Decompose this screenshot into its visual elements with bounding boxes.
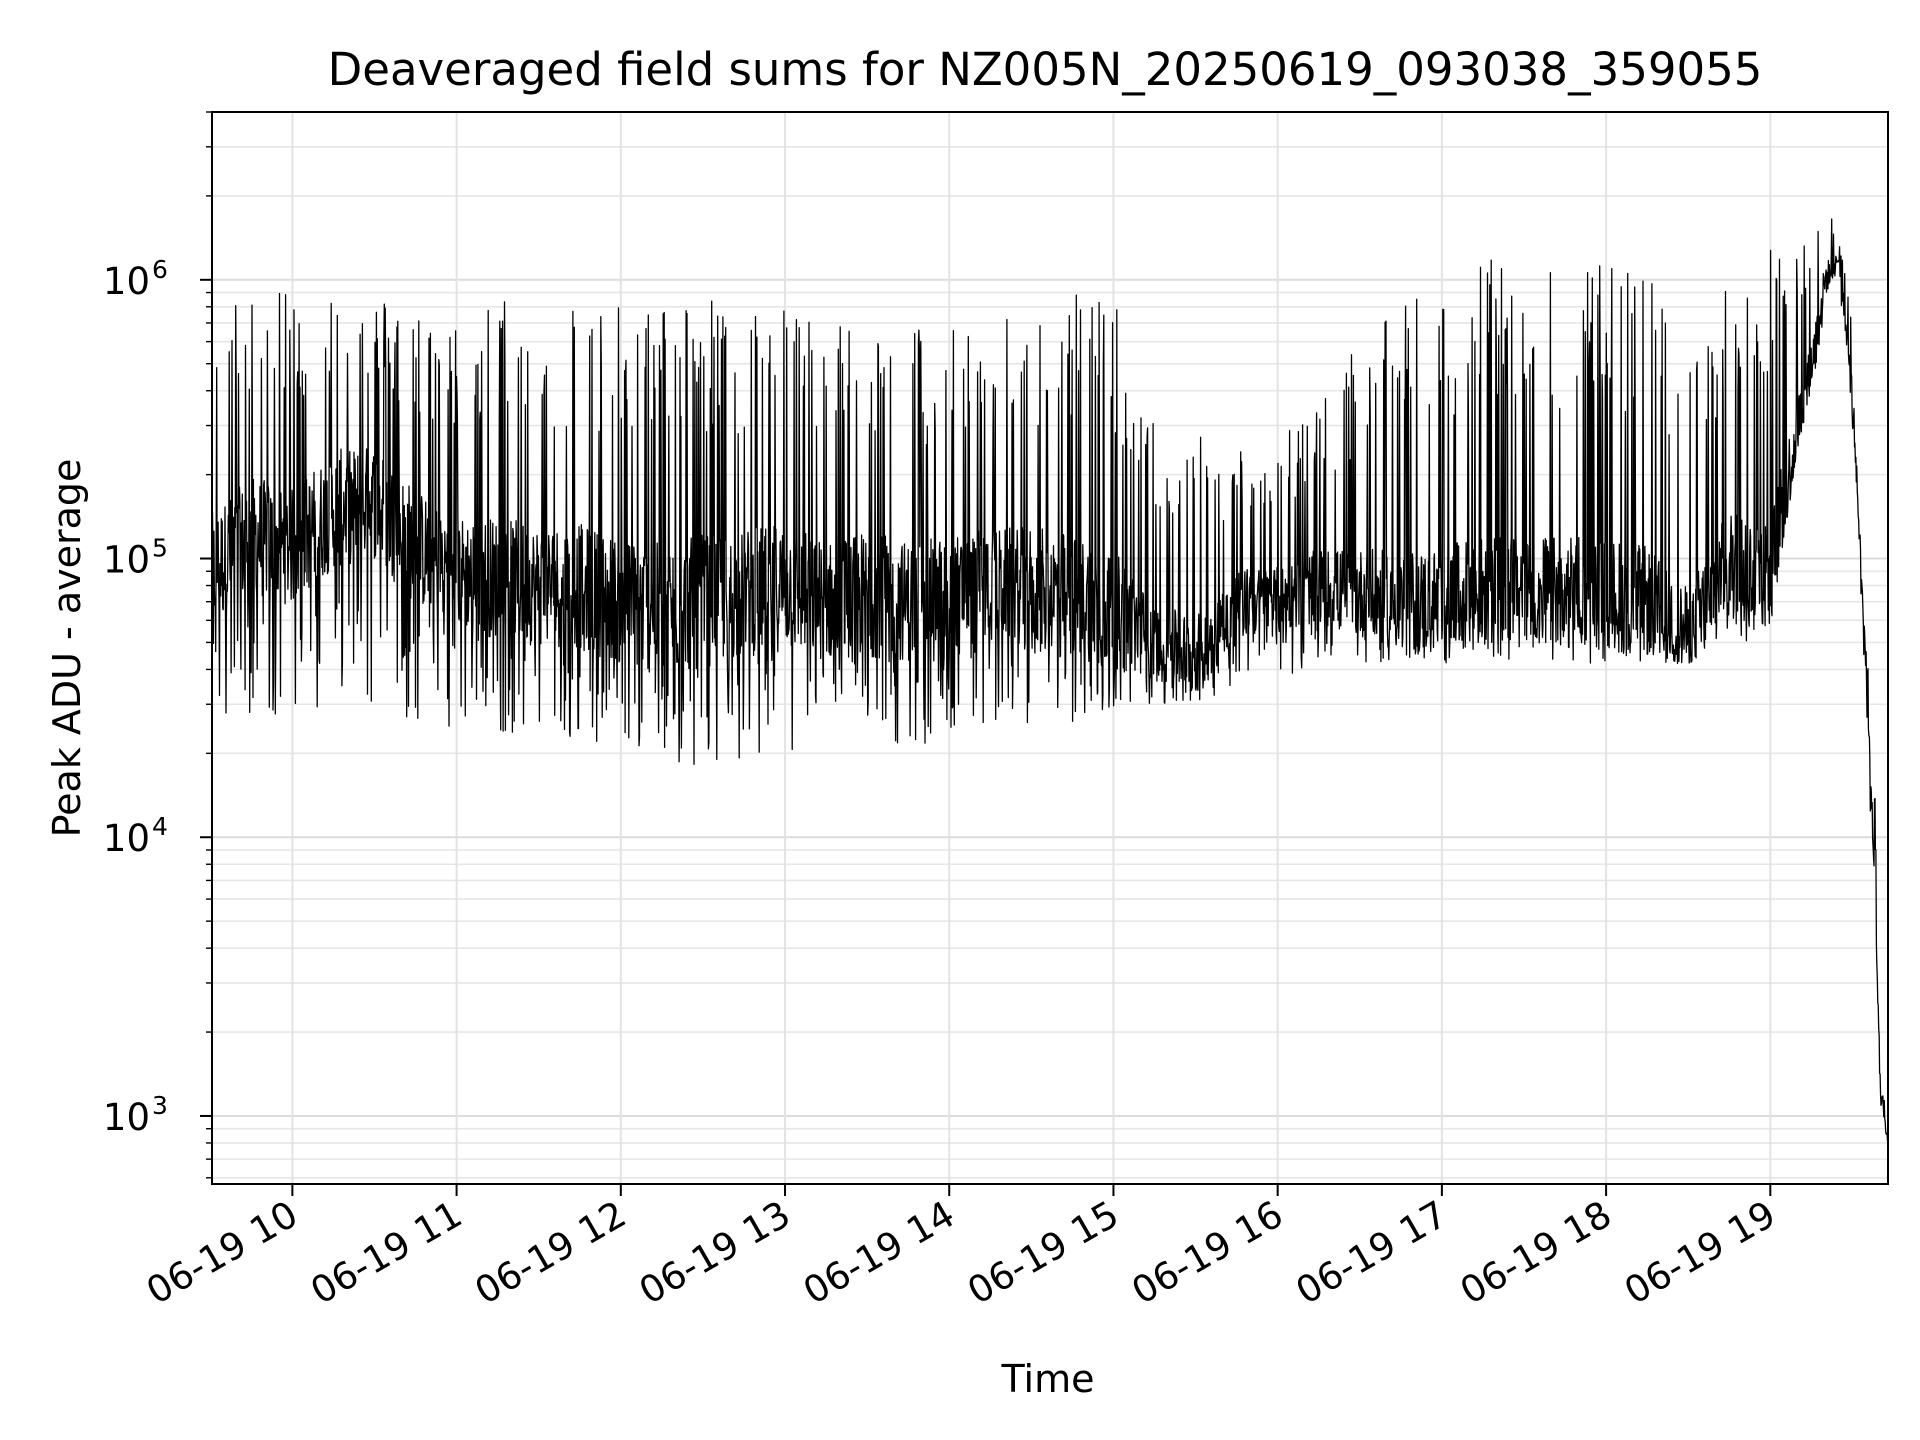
chart-title: Deaveraged field sums for NZ005N_2025061…: [328, 43, 1763, 96]
y-tick-exponent: 5: [152, 534, 168, 563]
y-axis-label: Peak ADU - average: [45, 459, 89, 838]
y-tick-label: 10: [103, 260, 150, 303]
y-tick-exponent: 6: [152, 255, 168, 284]
plot-frame: [211, 111, 1889, 1185]
series-line: [211, 218, 1889, 1144]
y-tick-label: 10: [103, 1096, 150, 1139]
x-axis-label: Time: [1001, 1357, 1095, 1401]
plot-area: [211, 218, 1889, 1144]
y-tick-exponent: 4: [152, 812, 168, 841]
y-tick-label: 10: [103, 539, 150, 582]
y-tick-exponent: 3: [152, 1091, 168, 1120]
y-tick-label: 10: [103, 817, 150, 860]
